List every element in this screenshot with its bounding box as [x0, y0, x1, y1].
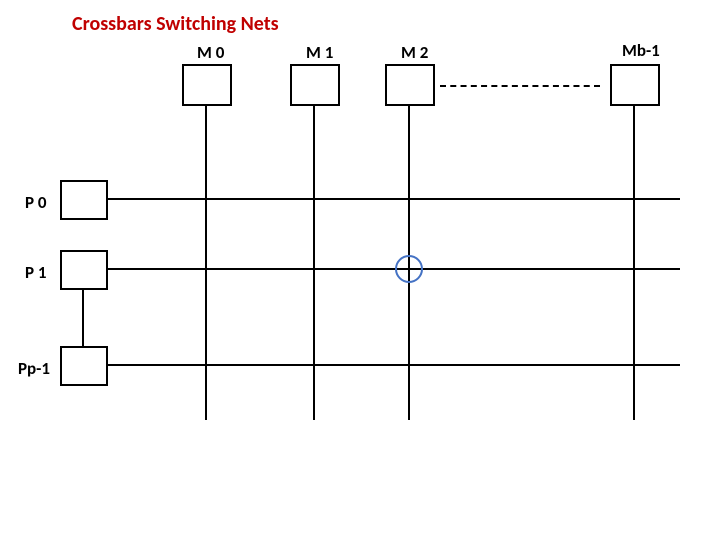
crosspoint-marker: [395, 255, 423, 283]
m0-label: M 0: [197, 42, 224, 63]
pp1-box: [60, 346, 108, 386]
diagram-title: Crossbars Switching Nets: [72, 12, 279, 36]
m1-box: [290, 64, 340, 106]
p0-label: P 0: [25, 192, 47, 213]
pp1-hline: [108, 364, 680, 366]
mb1-vline: [633, 106, 635, 420]
memory-ellipsis: [440, 85, 600, 87]
p1-hline: [108, 268, 680, 270]
m2-label: M 2: [401, 42, 428, 63]
diagram-canvas: Crossbars Switching Nets M 0 M 1 M 2 Mb-…: [0, 0, 720, 540]
p-vconnector: [82, 290, 84, 346]
pp1-label: Pp-1: [18, 358, 50, 379]
mb1-box: [610, 64, 660, 106]
p0-box: [60, 180, 108, 220]
p1-label: P 1: [25, 262, 47, 283]
p1-box: [60, 250, 108, 290]
m1-vline: [313, 106, 315, 420]
mb1-label: Mb-1: [622, 40, 660, 61]
m0-vline: [205, 106, 207, 420]
p0-hline: [108, 198, 680, 200]
m1-label: M 1: [306, 42, 333, 63]
m2-box: [385, 64, 435, 106]
m0-box: [182, 64, 232, 106]
